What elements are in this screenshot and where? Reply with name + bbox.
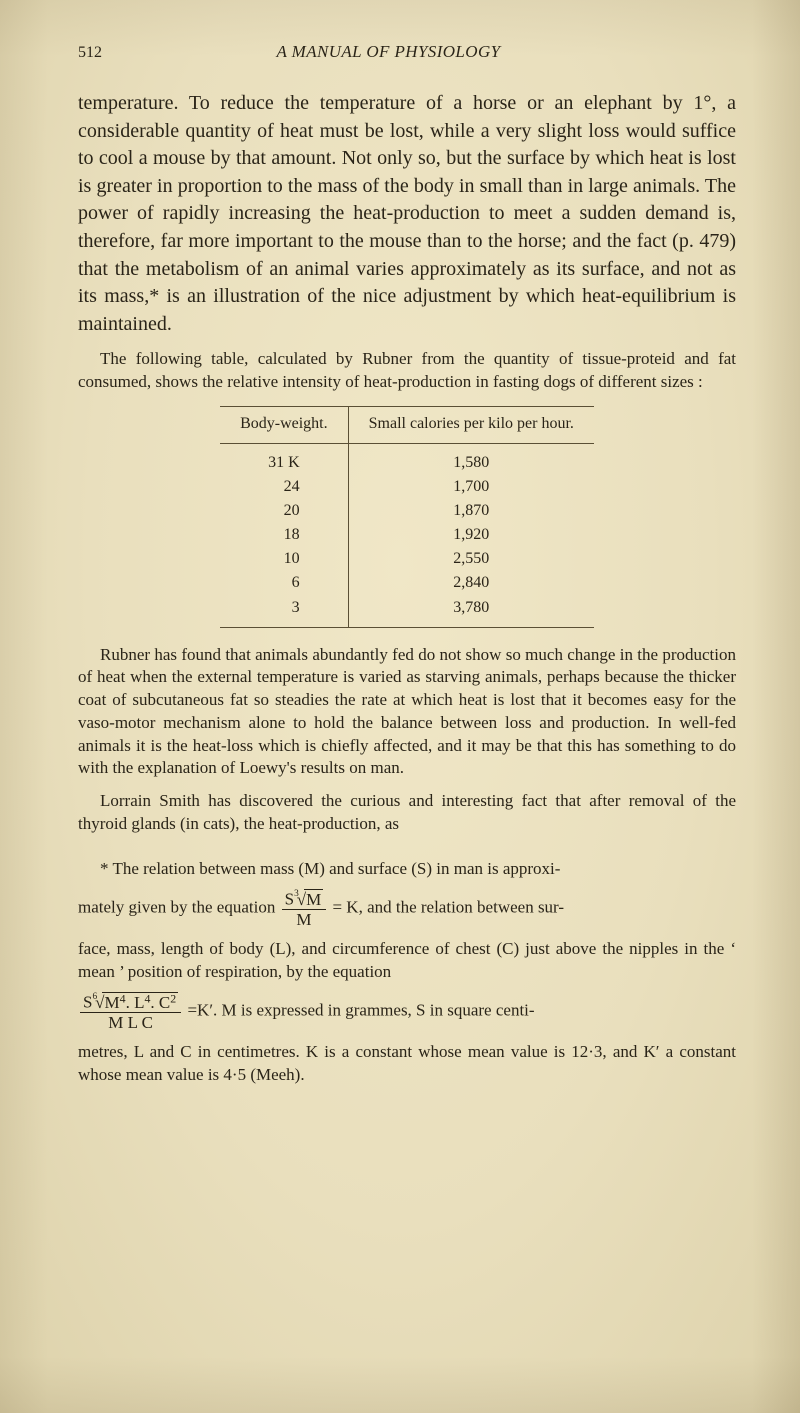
running-title: A MANUAL OF PHYSIOLOGY	[277, 40, 501, 63]
eq2-M: M	[104, 993, 119, 1012]
cell-cal: 2,550	[348, 547, 594, 571]
cell-cal: 1,920	[348, 523, 594, 547]
table-row: 20 1,870	[220, 499, 594, 523]
eq1-radicand: M	[304, 889, 323, 909]
book-page: 512 A MANUAL OF PHYSIOLOGY temperature. …	[0, 0, 800, 1413]
paragraph-2: The following table, calculated by Rubne…	[78, 348, 736, 394]
cell-cal: 1,580	[348, 444, 594, 476]
footnote-line-3: face, mass, length of body (L), and circ…	[78, 938, 736, 984]
cell-bw: 10	[220, 547, 348, 571]
equation-2: S6M4. L4. C2 M L C	[80, 993, 181, 1030]
footnote-text: = K, and the relation between sur-	[332, 898, 564, 917]
cell-cal: 2,840	[348, 571, 594, 595]
cell-cal: 1,870	[348, 499, 594, 523]
cell-bw: 31 K	[220, 444, 348, 476]
table-header-calories: Small calories per kilo per hour.	[348, 406, 594, 443]
eq2-den: M L C	[80, 1013, 181, 1031]
table-row: 31 K 1,580	[220, 444, 594, 476]
table-row: 3 3,780	[220, 596, 594, 628]
paragraph-1: temperature. To reduce the temperature o…	[78, 90, 736, 338]
table-row: 6 2,840	[220, 571, 594, 595]
paragraph-4: Lorrain Smith has discovered the curious…	[78, 790, 736, 836]
page-number: 512	[78, 42, 102, 64]
table-row: 18 1,920	[220, 523, 594, 547]
sqrt-icon: M4. L4. C2	[93, 993, 178, 1010]
footnote-text: =K′. M is expressed in grammes, S in squ…	[187, 1001, 534, 1020]
eq2-L: . L	[126, 993, 145, 1012]
footnote-text: mately given by the equation	[78, 898, 280, 917]
rubner-table: Body-weight. Small calories per kilo per…	[220, 406, 594, 628]
cell-cal: 1,700	[348, 475, 594, 499]
table-row: 10 2,550	[220, 547, 594, 571]
equation-1: S3M M	[282, 890, 327, 927]
sqrt-icon: M	[295, 891, 323, 908]
cell-bw: 3	[220, 596, 348, 628]
paragraph-3: Rubner has found that animals abundantly…	[78, 644, 736, 781]
cell-bw: 6	[220, 571, 348, 595]
cell-bw: 24	[220, 475, 348, 499]
cell-bw: 20	[220, 499, 348, 523]
eq2-C: . C	[150, 993, 170, 1012]
footnote-line-2: mately given by the equation S3M M = K, …	[78, 890, 736, 927]
eq1-den: M	[282, 910, 327, 928]
table-header-bodyweight: Body-weight.	[220, 406, 348, 443]
eq2-exp3: 2	[170, 991, 176, 1005]
footnote-line-1: * The relation between mass (M) and surf…	[78, 858, 736, 881]
footnote-line-5: metres, L and C in centimetres. K is a c…	[78, 1041, 736, 1087]
eq1-S: S	[285, 890, 294, 909]
footnote-line-4: S6M4. L4. C2 M L C =K′. M is expressed i…	[78, 993, 736, 1030]
table-row: 24 1,700	[220, 475, 594, 499]
running-head: 512 A MANUAL OF PHYSIOLOGY	[78, 40, 736, 64]
cell-bw: 18	[220, 523, 348, 547]
cell-cal: 3,780	[348, 596, 594, 628]
